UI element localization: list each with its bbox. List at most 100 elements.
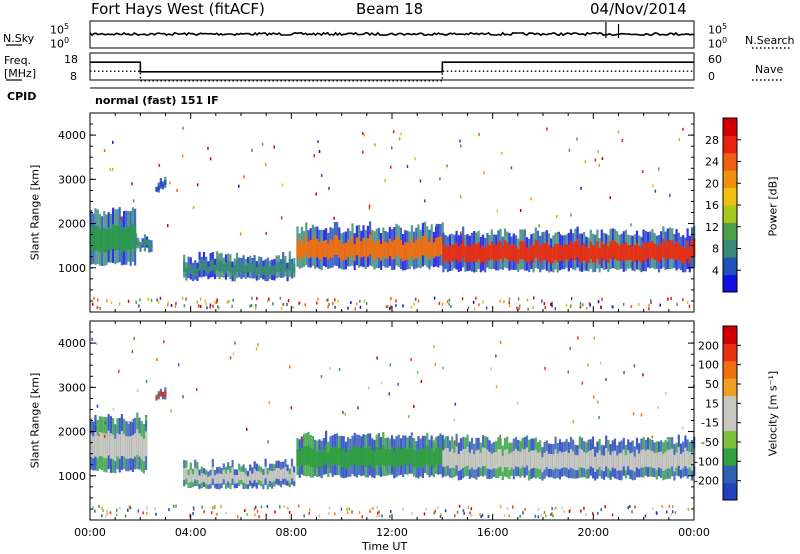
noise-pixel <box>163 340 165 344</box>
echo-pixel <box>624 455 628 470</box>
scatter-pixel <box>288 511 291 514</box>
noise-pixel <box>182 395 184 399</box>
echo-pixel <box>600 455 603 471</box>
echo-pixel <box>512 450 515 470</box>
noise-pixel <box>320 375 323 379</box>
echo-pixel <box>191 474 195 483</box>
noise-pixel <box>388 392 390 396</box>
scatter-pixel <box>377 511 379 515</box>
noise-pixel <box>435 223 438 227</box>
colorbar-swatch <box>723 152 737 171</box>
noise-pixel <box>96 342 98 346</box>
echo-pixel <box>109 228 112 251</box>
scatter-pixel <box>475 296 477 300</box>
noise-pixel <box>315 192 317 196</box>
echo-pixel <box>622 449 625 467</box>
scatter-pixel <box>670 297 672 300</box>
echo-pixel <box>244 264 247 274</box>
scatter-pixel <box>389 297 392 301</box>
noise-pixel <box>598 163 601 167</box>
nave-tick-bottom: 0 <box>708 70 715 83</box>
freq-label: Freq. <box>4 54 32 67</box>
noise-pixel <box>131 350 134 354</box>
scatter-pixel <box>563 509 565 513</box>
scatter-pixel <box>185 297 187 301</box>
colorbar-swatch <box>723 326 737 344</box>
scatter-pixel <box>555 506 557 510</box>
noise-pixel <box>454 402 457 406</box>
scatter-pixel <box>346 507 348 511</box>
scatter-pixel <box>106 512 108 516</box>
echo-pixel <box>644 450 647 467</box>
echo-pixel <box>257 263 261 274</box>
echo-pixel <box>406 242 409 260</box>
scatter-pixel <box>159 296 162 300</box>
noise-pixel <box>104 421 107 425</box>
echo-pixel <box>249 262 252 273</box>
echo-pixel <box>183 468 186 480</box>
echo-pixel <box>298 243 301 260</box>
noise-pixel <box>446 164 448 168</box>
noise-pixel <box>654 189 657 193</box>
scatter-pixel <box>250 304 253 307</box>
x-tick-label: 00:00 <box>678 526 710 539</box>
scatter-pixel <box>354 307 356 311</box>
echo-pixel <box>419 449 422 467</box>
scatter-pixel <box>183 304 186 308</box>
scatter-pixel <box>585 512 587 516</box>
echo-pixel <box>620 244 623 260</box>
echo-pixel <box>329 447 332 464</box>
scatter-pixel <box>387 304 389 308</box>
echo-pixel <box>653 452 656 469</box>
noise-pixel <box>556 215 558 219</box>
noise-pixel <box>593 336 595 340</box>
echo-pixel <box>159 181 162 187</box>
noise-pixel <box>400 132 402 136</box>
echo-pixel <box>424 447 427 464</box>
echo-pixel <box>251 473 254 483</box>
echo-pixel <box>686 451 689 469</box>
noise-pixel <box>209 157 212 161</box>
echo-pixel <box>459 450 463 470</box>
echo-pixel <box>279 469 283 481</box>
scatter-pixel <box>286 303 288 306</box>
echo-pixel <box>309 447 312 467</box>
scatter-pixel <box>467 306 470 310</box>
noise-pixel <box>406 165 409 168</box>
noise-pixel <box>132 199 135 203</box>
echo-pixel <box>322 240 325 257</box>
echo-pixel <box>277 261 280 272</box>
scatter-pixel <box>334 512 336 516</box>
noise-pixel <box>442 366 444 370</box>
echo-pixel <box>268 266 272 275</box>
echo-pixel <box>616 455 619 471</box>
scatter-pixel <box>441 302 444 306</box>
scatter-pixel <box>470 507 473 511</box>
echo-pixel <box>521 449 524 467</box>
echo-pixel <box>662 238 665 258</box>
echo-pixel <box>567 453 570 470</box>
scatter-pixel <box>116 508 118 512</box>
scatter-pixel <box>622 302 625 306</box>
scatter-pixel <box>454 514 456 518</box>
echo-pixel <box>200 473 203 483</box>
echo-pixel <box>138 433 141 457</box>
echo-pixel <box>384 449 387 467</box>
echo-pixel <box>587 451 590 469</box>
noise-pixel <box>374 143 376 147</box>
echo-pixel <box>120 430 123 456</box>
noise-pixel <box>580 186 582 190</box>
scatter-pixel <box>508 297 511 301</box>
echo-pixel <box>213 264 217 274</box>
echo-pixel <box>644 243 647 262</box>
nave-label: Nave <box>755 63 784 76</box>
scatter-pixel <box>287 506 289 510</box>
echo-pixel <box>268 470 272 481</box>
scatter-pixel <box>458 504 461 508</box>
colorbar-tick-label: -100 <box>694 455 719 468</box>
noise-pixel <box>478 133 480 136</box>
echo-pixel <box>413 449 416 467</box>
noise-pixel <box>678 138 681 142</box>
scatter-pixel <box>170 304 173 307</box>
